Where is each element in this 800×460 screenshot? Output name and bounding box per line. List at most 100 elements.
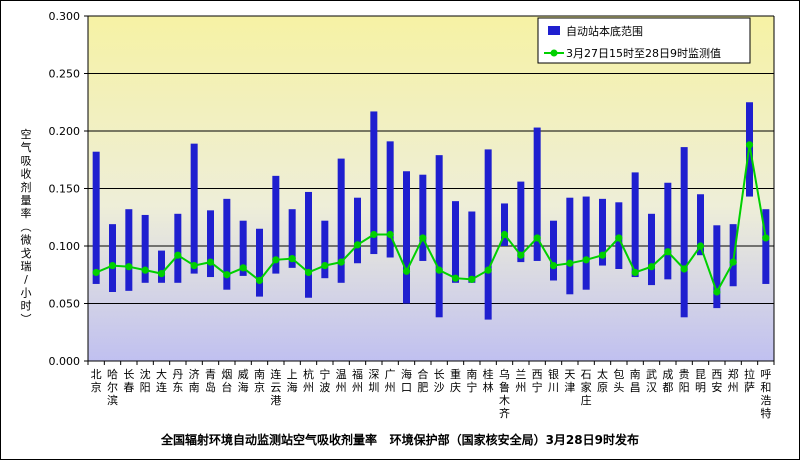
range-bar	[223, 198, 231, 290]
category-label: 南宁	[466, 368, 477, 394]
y-tick-label: 0.300	[49, 10, 81, 23]
measured-point	[239, 264, 247, 272]
measured-point	[141, 266, 149, 274]
range-bar	[550, 220, 557, 281]
measured-point	[664, 248, 672, 256]
y-tick-label: 0.200	[49, 125, 81, 138]
range-bar	[158, 250, 165, 283]
category-label: 深圳	[368, 368, 379, 394]
range-bar	[631, 172, 639, 278]
measured-point	[337, 258, 345, 266]
category-label: 大连	[156, 367, 167, 394]
legend-line-label: 3月27日15时至28日9时监测值	[566, 47, 721, 60]
measured-point	[272, 256, 280, 264]
category-label: 连云港	[270, 368, 281, 407]
measured-point	[108, 261, 117, 270]
range-bar	[713, 225, 721, 309]
range-bar	[533, 127, 541, 261]
category-label: 温州	[336, 368, 347, 394]
category-label: 太原	[597, 368, 608, 394]
y-axis-ticks: 0.000 0.050 0.100 0.150 0.200 0.250 0.300	[49, 10, 81, 368]
measured-point	[435, 266, 443, 274]
measured-point	[255, 276, 264, 285]
category-label: 合肥	[417, 367, 428, 394]
category-label: 哈尔滨	[107, 368, 118, 407]
range-bar	[419, 174, 427, 261]
measured-point	[125, 263, 133, 271]
measured-point	[713, 288, 721, 296]
category-label: 拉萨	[744, 367, 755, 394]
measured-point	[696, 242, 705, 250]
range-bar	[566, 197, 574, 295]
measured-point	[680, 265, 688, 273]
measured-point	[468, 275, 476, 283]
measured-point	[386, 230, 394, 239]
legend-range-label: 自动站本底范围	[566, 24, 643, 38]
category-label: 贵阳	[679, 368, 690, 394]
category-label: 武汉	[646, 368, 657, 394]
measured-point	[598, 251, 607, 259]
category-label: 宁波	[319, 367, 330, 394]
range-bar	[109, 224, 116, 292]
category-label: 福州	[352, 367, 363, 394]
category-label: 天津	[564, 368, 575, 394]
measured-point	[631, 268, 639, 277]
measured-point	[647, 263, 656, 271]
range-bar	[435, 155, 443, 318]
x-axis-categories: 北京哈尔滨长春沈阳大连丹东济南青岛烟台威海南京连云港上海杭州宁波温州福州深圳广州…	[91, 367, 772, 420]
measured-point	[484, 266, 492, 274]
range-bar	[582, 196, 590, 290]
y-axis-title: 空气吸收剂量率︵微戈瑞/小时︶	[21, 127, 32, 326]
range-bar	[288, 209, 296, 268]
range-bar	[468, 211, 476, 283]
y-tick-label: 0.000	[49, 355, 81, 368]
grid-lines	[84, 15, 775, 365]
range-bar	[386, 141, 394, 258]
category-label: 广州	[385, 368, 396, 394]
y-tick-label: 0.150	[49, 183, 81, 196]
category-label: 上海	[287, 368, 298, 394]
category-label: 桂林	[483, 367, 494, 394]
range-bar	[174, 213, 182, 283]
measured-point	[402, 267, 411, 275]
range-bar	[664, 182, 672, 280]
category-label: 长沙	[434, 368, 445, 394]
category-label: 呼和浩特	[760, 368, 771, 420]
measured-point	[288, 255, 296, 263]
range-bar	[256, 228, 263, 297]
y-tick-label: 0.250	[49, 68, 81, 81]
category-label: 长春	[123, 368, 134, 394]
category-label: 西安	[711, 368, 722, 394]
category-label: 郑州	[728, 367, 739, 394]
range-bar	[239, 220, 247, 276]
chart-title: 全国辐射环境自动监测站空气吸收剂量率 环境保护部（国家核安全局）3月28日9时发…	[160, 432, 639, 447]
category-label: 南昌	[630, 368, 641, 394]
category-label: 昆明	[695, 368, 706, 394]
y-tick-label: 0.050	[49, 298, 81, 311]
measured-point	[615, 234, 623, 242]
measured-point	[223, 271, 231, 279]
measured-point	[500, 230, 509, 239]
category-label: 烟台	[221, 367, 232, 394]
category-label: 威海	[238, 368, 249, 394]
category-label: 包头	[613, 368, 624, 394]
measured-point	[174, 251, 182, 259]
range-bar	[517, 181, 525, 263]
range-bar	[92, 151, 100, 284]
range-bar	[305, 191, 312, 298]
category-label: 南京	[254, 368, 265, 394]
category-label: 成都	[662, 368, 673, 394]
category-label: 青岛	[205, 368, 216, 394]
range-bar	[697, 194, 704, 256]
range-bar	[403, 171, 410, 304]
range-bar	[501, 203, 508, 246]
measured-line	[92, 141, 770, 296]
range-bar	[762, 209, 770, 284]
y-axis-label: 空气吸收剂量率︵微戈瑞/小时︶	[21, 127, 32, 326]
measured-point	[451, 274, 460, 282]
measured-point	[549, 261, 558, 270]
range-bar	[599, 198, 606, 266]
measured-point	[157, 270, 166, 278]
